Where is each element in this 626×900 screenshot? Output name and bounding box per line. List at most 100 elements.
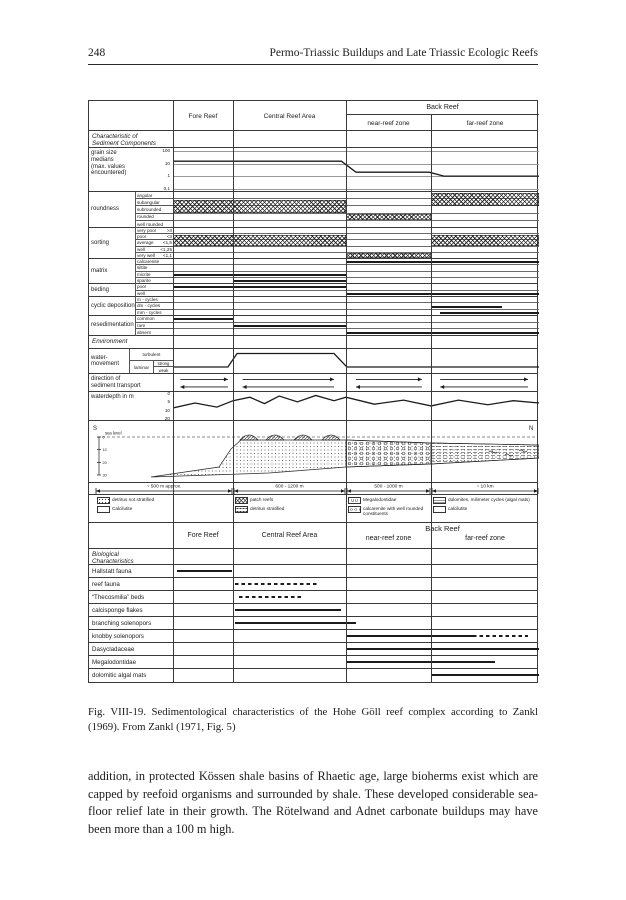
cyclic-deposition-sub-0: m - cycles [135,297,173,304]
figure-row-calcisponge-flakes: calcisponge flakes [89,604,537,617]
beding-band-0 [173,286,346,289]
sorting-sub-2: average <1,5 [135,240,173,247]
header-central-reef-area: Central Reef Area [263,112,316,120]
dasycladaceae-bar-0 [345,648,539,650]
figure-row-matrix: matrix calcarenite siltite micrite sparite [89,259,539,284]
figure-row-cross-section: sea level S N 0 10 20 30 [89,421,539,483]
water-laminar-label: laminar [129,361,153,373]
cyclic-deposition-sub-1: dm - cycles [135,303,173,310]
footer-central-reef-area: Central Reef Area [261,532,318,539]
roundness-sub-0: angular [135,192,173,200]
transport-direction-label: direction of sediment transport [91,376,141,389]
figure-row-zone-footer: Back Reef Fore Reef Central Reef Area near-… [89,523,537,549]
svg-text:500 - 1000 m: 500 - 1000 m [374,484,402,490]
figure-row-bio-section: Biological Characteristics [89,549,537,565]
matrix-sub-3: sparite [135,277,173,284]
branching-solenopors-bar-0 [235,622,356,624]
legend-group-1: patch reefs detritus stratified [235,497,343,515]
legend-item: dolomites, milimeter cycles (algal mats) [433,497,537,504]
dolomitic-algal-mats-bar-0 [430,674,539,676]
roundness-band-0 [173,199,346,214]
roundness-sub-2: subrounded [135,206,173,214]
legend-group-3: dolomites, milimeter cycles (algal mats)… [433,497,537,515]
sediment-section-label: Characteristic of Sediment Components [92,132,157,147]
figure-viii-19: Back Reef Fore Reef Central Reef Area ne… [88,100,539,683]
circles-swatch-icon [348,506,361,513]
running-head: 248 Permo-Triassic Buildups and Late Tri… [88,47,538,59]
waterdepth-scale-3: 20 [164,416,170,422]
figure-row-beding: beding poor well [89,284,539,297]
water-movement-chart [173,352,539,368]
blank-swatch-icon [97,506,110,513]
figure-row-environment-section: Environment [89,336,537,349]
figure-rows: Characteristic of Sediment Components grai… [89,131,539,682]
figure-row-legend: detritus not stratified Calcilutite patch … [89,495,537,523]
roundness-sub-1: subangular [135,199,173,207]
beding-sub-1: well [135,290,173,297]
header-fore-reef: Fore Reef [188,112,218,120]
header-far-reef-zone: far-reef zone [466,119,504,127]
figure-row-transport-direction: direction of sediment transport [89,374,537,392]
figure-row-reef-fauna: reef fauna [89,578,537,591]
figure-caption: Fig. VIII-19. Sedimentological character… [88,706,538,733]
cross-section-chart: sea level S N 0 10 20 30 [93,426,539,478]
blank-swatch-icon [433,506,446,513]
sorting-sub-0: very poor >3 [135,228,173,235]
body-paragraph: addition, in protected Kössen shale basi… [88,769,538,836]
cyclic-deposition-label: cyclic deposition [91,302,135,309]
svg-text:N: N [529,426,533,432]
footer-near-reef-zone: near-reef zone [365,535,412,542]
knobby-solenopors-bar-1 [473,635,528,637]
grain-size-scale-0: 100 [162,147,170,153]
svg-text:20: 20 [103,461,107,465]
footer-fore-reef: Fore Reef [187,532,219,539]
legend-item: Calcilutite [97,506,231,513]
svg-text:sea level: sea level [105,431,122,436]
footer-back-reef: Back Reef [425,524,460,533]
legend-item: patch reefs [235,497,343,504]
sorting-sub-4: very well <1,1 [135,252,172,259]
footer-far-reef-zone: far-reef zone [465,535,505,542]
legend-group-0: detritus not stratified Calcilutite [97,497,231,515]
transport-direction-chart [180,377,529,389]
header-near-reef-zone: near-reef zone [367,119,410,127]
sorting-label: sorting [91,239,110,246]
calcisponge-flakes-label: calcisponge flakes [92,606,143,614]
figure-row-hallstatt-fauna: Hallstatt fauna [89,565,537,578]
reef-fauna-bar-0 [235,583,320,585]
distance-scale-chart: ~ 500 m approx. 600 - 1200 m 500 - 1000 m ~… [95,484,539,494]
matrix-sub-2: micrite [135,271,173,278]
figure-row-distance-scale: ~ 500 m approx. 600 - 1200 m 500 - 1000 m ~… [89,483,539,495]
legend-item: calcarenite with well rounded constituen… [348,506,428,517]
resedimentation-sub-1: rare [135,322,173,330]
sorting-sub-1: poor <3 [135,234,173,241]
branching-solenopors-label: branching solenopors [92,619,152,627]
resedimentation-label: resedimentation [91,322,134,329]
dash-swatch-icon [235,506,248,513]
figure-row-sediment-section: Characteristic of Sediment Components [89,131,537,148]
lines-swatch-icon [433,497,446,504]
figure-row-megalodontidae: Megalodontidae [89,656,537,669]
hallstatt-fauna-label: Hallstatt fauna [92,567,132,575]
matrix-band-0 [345,261,539,264]
resedimentation-sub-2: absent [135,329,173,336]
roundness-band-1 [345,214,431,221]
figure-row-resedimentation: resedimentation common rare absent [89,316,539,336]
figure-row-waterdepth: waterdepth in m 0 5 10 20 [89,391,539,422]
dasycladaceae-label: Dasycladaceae [92,645,135,653]
resedimentation-sub-0: common [135,316,173,323]
megalodontidae-bar-0 [345,661,496,663]
grain-size-scale-1: 10 [164,160,170,166]
figure-row-knobby-solenopors: knobby solenopors [89,630,537,643]
sorting-sub-3: well <1,25 [135,246,173,253]
legend-item: detritus stratified [235,506,343,513]
figure-row-thecosmilia-beds: “Thecosmilia” beds [89,591,537,604]
environment-section-label: Environment [92,337,128,345]
beding-sub-0: poor [135,284,173,291]
matrix-label: matrix [91,267,108,274]
figure-row-dolomitic-algal-mats: dolomitic algal mats [89,669,539,682]
legend-item: detritus not stratified [97,497,231,504]
calcisponge-flakes-bar-0 [235,609,342,611]
legend-group-2: ∪∪ Megalodontidae calcarenite with well ro… [348,497,428,519]
sorting-band-2 [430,234,539,247]
